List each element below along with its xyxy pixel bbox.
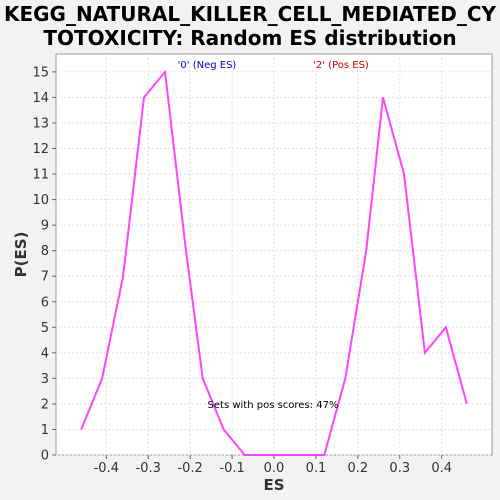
y-tick-label: 6 <box>41 295 49 310</box>
y-tick-label: 8 <box>41 244 49 259</box>
x-tick-label: 0.2 <box>348 461 369 476</box>
x-tick-label: -0.2 <box>177 461 202 476</box>
y-tick-label: 13 <box>32 116 49 131</box>
neg-es-label: '0' (Neg ES) <box>178 60 237 71</box>
y-axis-label: P(ES) <box>12 232 30 278</box>
grid <box>56 54 492 456</box>
y-tick-label: 1 <box>41 423 49 438</box>
x-tick-label: 0.3 <box>389 461 410 476</box>
y-tick-label: 0 <box>41 449 49 464</box>
x-tick-label: -0.4 <box>94 461 119 476</box>
y-tick-label: 5 <box>41 321 49 336</box>
y-tick-label: 2 <box>41 397 49 412</box>
pos-score-note: Sets with pos scores: 47% <box>208 400 339 411</box>
y-tick-label: 7 <box>41 270 49 285</box>
y-tick-label: 11 <box>32 168 49 183</box>
series-layer <box>80 69 468 456</box>
y-tick-label: 12 <box>32 142 49 157</box>
chart-title: KEGG_NATURAL_KILLER_CELL_MEDIATED_CY TOT… <box>3 2 497 50</box>
pos-es-label: '2' (Pos ES) <box>313 60 369 71</box>
x-tick-label: 0.1 <box>306 461 327 476</box>
x-tick-label: 0.4 <box>431 461 452 476</box>
y-tick-label: 14 <box>32 91 49 106</box>
y-tick-label: 4 <box>41 346 49 361</box>
series-line <box>80 69 468 456</box>
y-tick-label: 10 <box>32 193 49 208</box>
y-tick-label: 9 <box>41 219 49 234</box>
x-tick-label: 0.0 <box>264 461 285 476</box>
annotations: '0' (Neg ES) '2' (Pos ES) Sets with pos sc… <box>178 60 369 411</box>
x-axis-label: ES <box>263 476 284 494</box>
x-tick-label: -0.3 <box>136 461 161 476</box>
x-tick-label: -0.1 <box>219 461 244 476</box>
y-tick-label: 15 <box>32 65 49 80</box>
y-tick-label: 3 <box>41 372 49 387</box>
